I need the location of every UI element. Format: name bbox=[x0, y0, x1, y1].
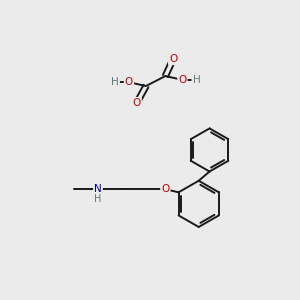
Text: H: H bbox=[94, 194, 102, 204]
Text: O: O bbox=[133, 98, 141, 108]
Text: O: O bbox=[178, 75, 187, 85]
Text: O: O bbox=[161, 184, 169, 194]
Text: N: N bbox=[94, 184, 102, 194]
Text: O: O bbox=[125, 77, 133, 87]
Text: H: H bbox=[193, 75, 200, 85]
Text: H: H bbox=[111, 77, 119, 87]
Text: O: O bbox=[169, 54, 177, 64]
